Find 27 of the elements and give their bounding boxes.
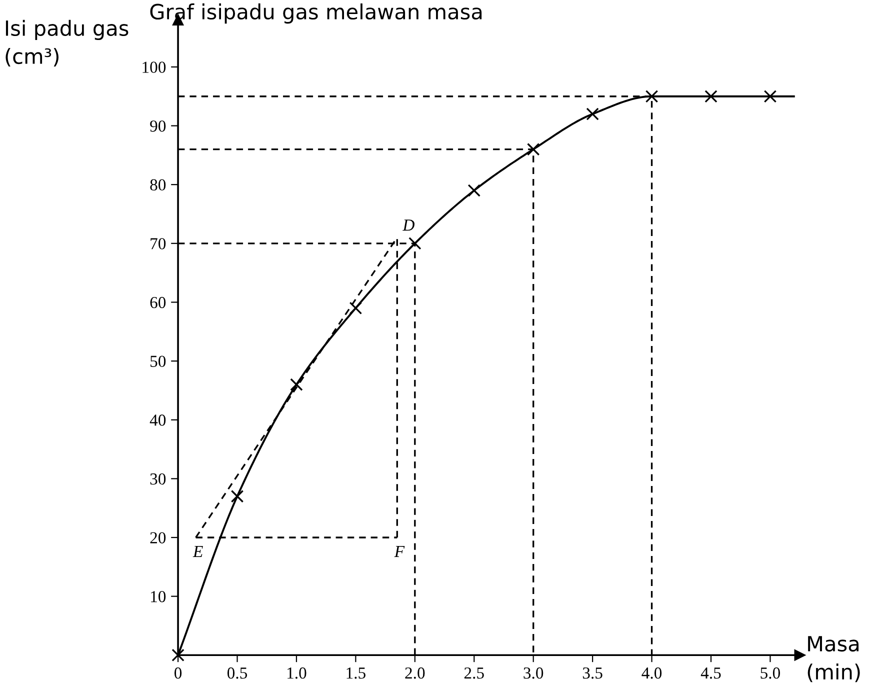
x-tick-label: 0 [174,667,182,679]
y-tick-label: 50 [150,356,166,367]
chart-title: Graf isipadu gas melawan masa [150,3,482,24]
x-tick-label: 4.0 [642,667,662,679]
x-tick-label: 1.0 [288,667,306,679]
x-tick-label: 1.5 [346,668,366,679]
y-axis-title: Isi padu gas (cm³) [6,20,128,67]
y-tick-label: 100 [142,62,166,73]
x-tick-label: 3.5 [582,667,602,679]
x-tick-label: 0.5 [227,667,248,679]
y-tick-label: 20 [150,532,166,544]
y-tick-label: 30 [150,473,166,485]
y-tick-label: 60 [150,296,166,308]
y-tick-label: 70 [150,238,166,250]
y-tick-label: 80 [150,179,166,191]
y-tick-label: 40 [150,414,166,426]
x-tick-label: 2.0 [405,667,425,679]
annotation: D [402,220,414,231]
x-tick-label: 5.0 [760,667,780,679]
annotation: F [394,546,405,557]
x-tick-label: 2.5 [464,667,484,679]
x-axis-title: Masa (min) [808,636,860,682]
x-tick-label: 3.0 [524,667,544,679]
x-tick-label: 4.5 [700,668,721,679]
y-tick-label: 10 [151,591,166,602]
y-tick-label: 90 [150,120,166,132]
annotation: E [192,546,203,557]
